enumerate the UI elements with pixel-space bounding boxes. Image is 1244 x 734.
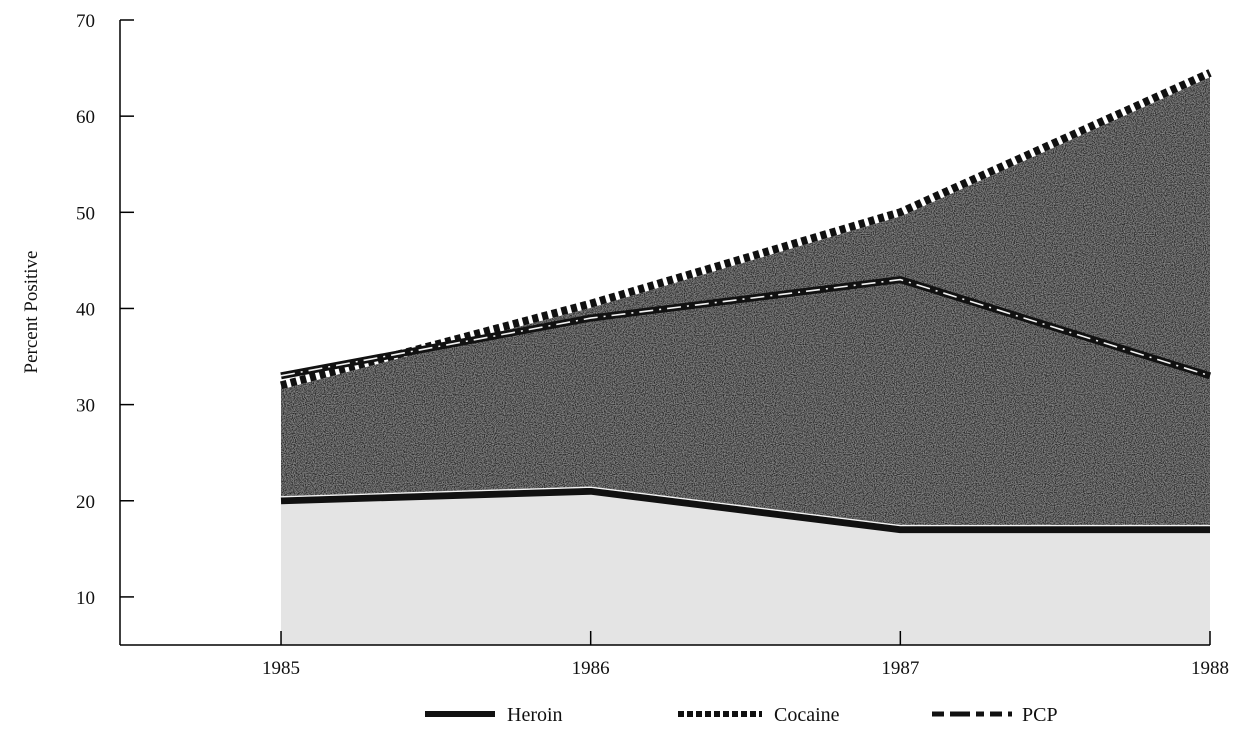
x-tick-label: 1988	[1191, 658, 1229, 679]
series-edge-heroin	[280, 486, 1210, 527]
area-fills	[281, 72, 1210, 645]
series-lines	[279, 69, 1212, 534]
y-tick-label: 40	[76, 299, 95, 320]
axes: 10 20 30 40 50 60 70 1985 1986 1987 1988	[76, 11, 1229, 679]
legend-label: Cocaine	[774, 704, 840, 726]
y-tick-label: 70	[76, 11, 95, 32]
legend-item-cocaine: Cocaine	[678, 704, 840, 726]
series-dash-pcp	[280, 278, 1211, 377]
y-axis-title: Percent Positive	[21, 251, 42, 374]
y-tick-label: 60	[76, 107, 95, 128]
legend-label: PCP	[1022, 704, 1058, 726]
legend-item-heroin: Heroin	[425, 704, 563, 726]
y-tick-label: 20	[76, 492, 95, 513]
legend-label: Heroin	[507, 704, 563, 726]
x-tick-label: 1985	[262, 658, 300, 679]
y-tick-label: 10	[76, 588, 95, 609]
y-tick-label: 50	[76, 203, 95, 224]
x-tick-label: 1987	[881, 658, 919, 679]
x-tick-label: 1986	[572, 658, 610, 679]
legend: Heroin Cocaine PCP	[425, 704, 1058, 726]
series-line-heroin	[280, 487, 1210, 534]
legend-item-pcp: PCP	[932, 704, 1058, 726]
y-tick-label: 30	[76, 396, 95, 417]
